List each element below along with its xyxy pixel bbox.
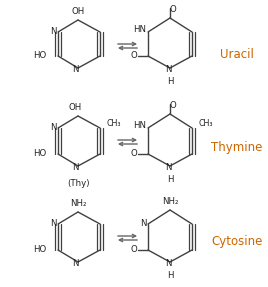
Text: O: O — [170, 5, 176, 15]
Text: OH: OH — [71, 7, 85, 16]
Text: O: O — [131, 150, 137, 158]
Text: H: H — [167, 77, 173, 86]
Text: O: O — [131, 245, 137, 255]
Text: HO: HO — [34, 51, 47, 61]
Text: HN: HN — [133, 121, 147, 131]
Text: N: N — [50, 220, 56, 228]
Text: NH₂: NH₂ — [162, 197, 178, 207]
Text: H: H — [167, 174, 173, 183]
Text: N: N — [72, 65, 78, 75]
Text: N: N — [72, 259, 78, 269]
Text: Thymine: Thymine — [211, 141, 263, 154]
Text: O: O — [131, 51, 137, 61]
Text: NH₂: NH₂ — [70, 199, 86, 208]
Text: H: H — [167, 271, 173, 280]
Text: N: N — [165, 259, 171, 269]
Text: OH: OH — [68, 104, 82, 113]
Text: N: N — [140, 220, 146, 228]
Text: HO: HO — [34, 245, 47, 255]
Text: N: N — [50, 28, 56, 36]
Text: HN: HN — [133, 26, 147, 34]
Text: N: N — [165, 65, 171, 75]
Text: CH₃: CH₃ — [199, 119, 213, 129]
Text: Uracil: Uracil — [220, 49, 254, 61]
Text: N: N — [50, 123, 56, 133]
Text: N: N — [165, 164, 171, 172]
Text: O: O — [170, 102, 176, 110]
Text: HO: HO — [34, 150, 47, 158]
Text: Cytosine: Cytosine — [211, 236, 263, 249]
Text: CH₃: CH₃ — [107, 119, 121, 129]
Text: N: N — [72, 164, 78, 172]
Text: (Thy): (Thy) — [67, 179, 89, 187]
